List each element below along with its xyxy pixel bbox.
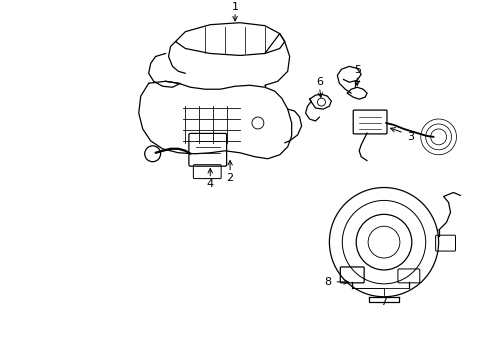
Text: 5: 5 bbox=[353, 66, 360, 75]
Text: 7: 7 bbox=[380, 297, 387, 307]
Text: 1: 1 bbox=[231, 2, 238, 12]
Text: 6: 6 bbox=[315, 77, 322, 87]
Text: 8: 8 bbox=[323, 277, 330, 287]
Text: 4: 4 bbox=[206, 179, 213, 189]
Text: 3: 3 bbox=[407, 132, 413, 142]
Text: 2: 2 bbox=[226, 172, 233, 183]
